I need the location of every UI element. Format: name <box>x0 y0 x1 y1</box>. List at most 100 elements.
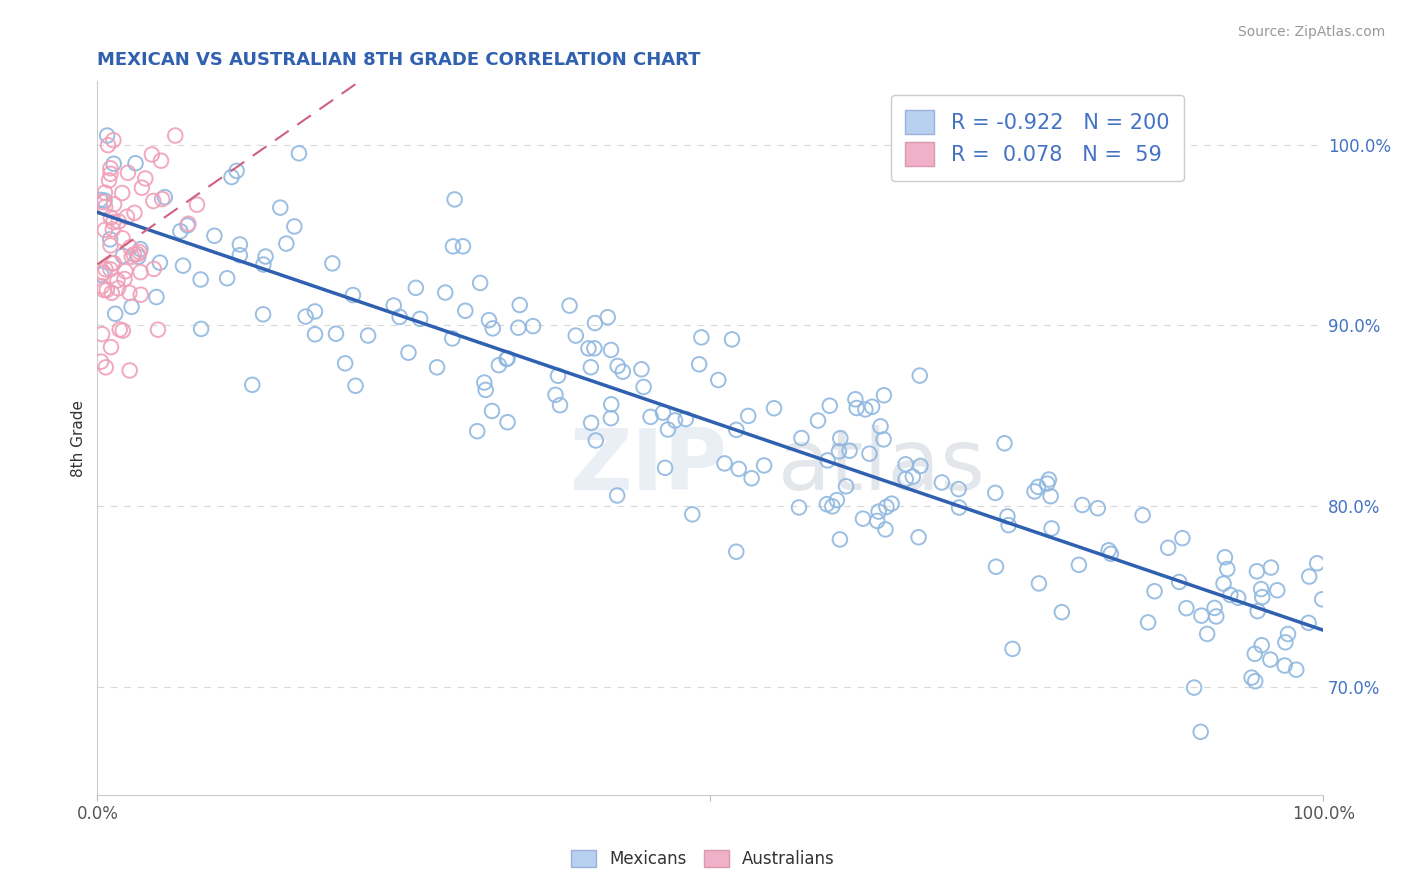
Point <box>688 357 710 371</box>
Point <box>1212 576 1234 591</box>
Point <box>1182 681 1205 695</box>
Point <box>585 434 607 448</box>
Point <box>388 310 411 324</box>
Point <box>96 128 118 143</box>
Point <box>1310 592 1333 607</box>
Point <box>1087 501 1109 516</box>
Point <box>690 330 713 344</box>
Point <box>443 193 465 207</box>
Point <box>1246 564 1268 578</box>
Point <box>488 358 510 372</box>
Point <box>100 167 122 181</box>
Point <box>948 500 970 515</box>
Point <box>1191 608 1213 623</box>
Point <box>254 250 277 264</box>
Point <box>1038 473 1060 487</box>
Point <box>93 195 115 210</box>
Legend: R = -0.922   N = 200, R =  0.078   N =  59: R = -0.922 N = 200, R = 0.078 N = 59 <box>890 95 1184 181</box>
Point <box>93 194 115 208</box>
Point <box>1213 550 1236 565</box>
Point <box>177 217 200 231</box>
Point <box>548 398 571 412</box>
Point <box>451 239 474 253</box>
Point <box>107 281 129 295</box>
Point <box>1071 498 1094 512</box>
Point <box>821 500 844 514</box>
Point <box>93 283 115 297</box>
Point <box>146 323 169 337</box>
Point <box>600 397 623 411</box>
Point <box>1260 652 1282 666</box>
Point <box>104 307 127 321</box>
Point <box>737 409 759 423</box>
Point <box>472 376 495 390</box>
Point <box>153 190 176 204</box>
Point <box>825 493 848 508</box>
Point <box>835 479 858 493</box>
Point <box>357 328 380 343</box>
Point <box>579 360 602 375</box>
Point <box>547 368 569 383</box>
Point <box>141 147 163 161</box>
Point <box>1137 615 1160 630</box>
Point <box>1265 583 1288 598</box>
Point <box>1298 569 1320 583</box>
Point <box>252 307 274 321</box>
Point <box>894 458 917 472</box>
Point <box>1204 601 1226 615</box>
Point <box>190 322 212 336</box>
Point <box>640 409 662 424</box>
Point <box>612 365 634 379</box>
Point <box>565 328 588 343</box>
Point <box>121 300 143 314</box>
Text: Source: ZipAtlas.com: Source: ZipAtlas.com <box>1237 25 1385 39</box>
Point <box>633 380 655 394</box>
Point <box>441 331 464 345</box>
Point <box>100 161 122 176</box>
Point <box>221 169 243 184</box>
Point <box>190 272 212 286</box>
Point <box>600 343 623 357</box>
Point <box>111 231 134 245</box>
Point <box>127 247 149 261</box>
Point <box>787 500 810 515</box>
Point <box>101 222 124 236</box>
Point <box>873 388 896 402</box>
Point <box>405 281 427 295</box>
Text: atlas: atlas <box>778 425 986 508</box>
Point <box>1024 484 1046 499</box>
Point <box>294 310 316 324</box>
Point <box>558 299 581 313</box>
Point <box>828 533 851 547</box>
Point <box>853 402 876 417</box>
Point <box>118 285 141 300</box>
Point <box>844 392 866 407</box>
Point <box>276 236 298 251</box>
Point <box>1246 604 1268 618</box>
Point <box>103 215 125 229</box>
Point <box>142 194 165 208</box>
Point <box>995 509 1018 524</box>
Point <box>790 431 813 445</box>
Point <box>907 530 929 544</box>
Point <box>713 457 735 471</box>
Point <box>815 497 838 511</box>
Point <box>664 413 686 427</box>
Point <box>599 411 621 425</box>
Point <box>858 447 880 461</box>
Point <box>150 192 173 206</box>
Point <box>90 354 112 368</box>
Point <box>1036 476 1059 491</box>
Point <box>176 219 198 233</box>
Point <box>100 340 122 354</box>
Point <box>1274 635 1296 649</box>
Point <box>1028 576 1050 591</box>
Point <box>1067 558 1090 572</box>
Point <box>131 180 153 194</box>
Point <box>127 250 149 264</box>
Point <box>103 197 125 211</box>
Point <box>217 271 239 285</box>
Point <box>579 416 602 430</box>
Point <box>120 240 142 254</box>
Point <box>583 316 606 330</box>
